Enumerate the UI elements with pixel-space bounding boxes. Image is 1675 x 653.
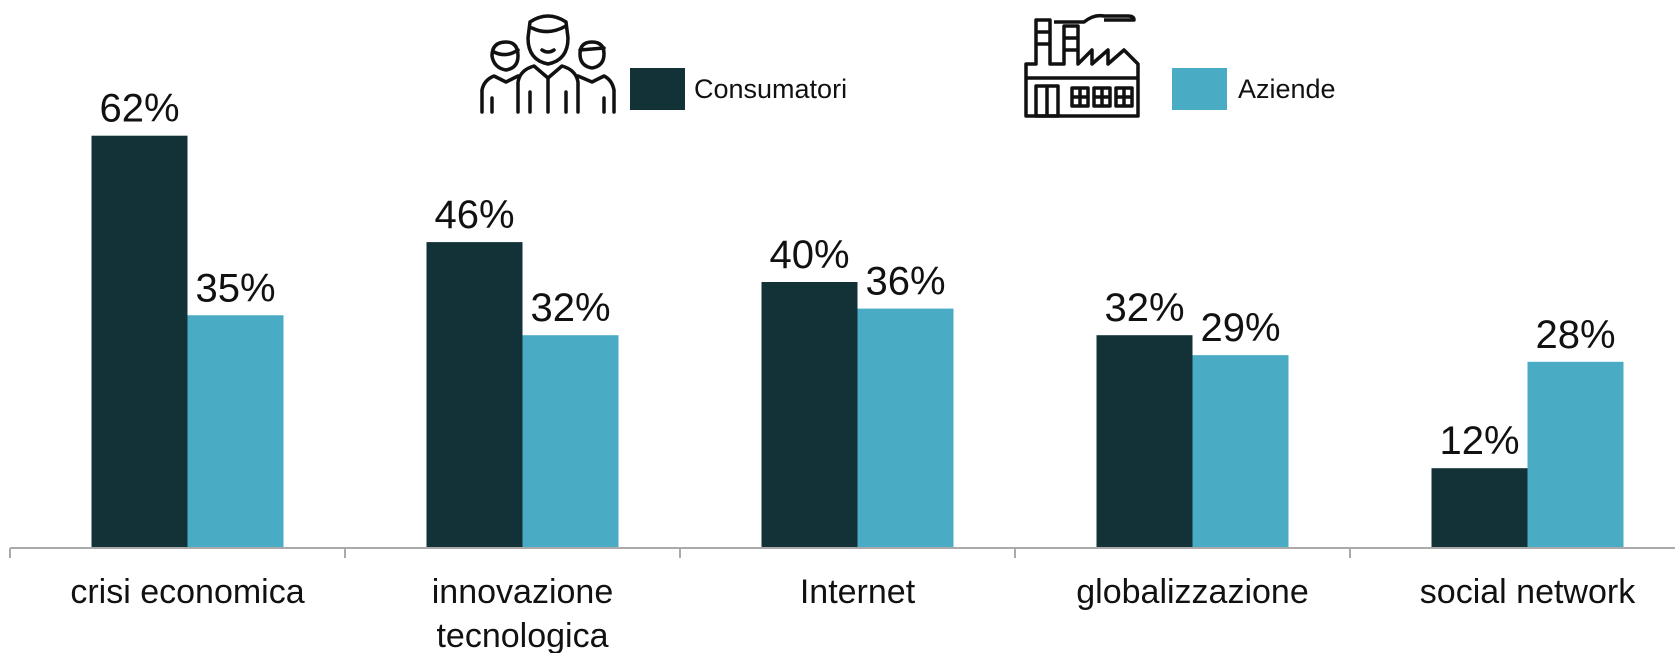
bar-aziende-0 [187, 315, 284, 548]
bar-aziende-2 [857, 308, 954, 548]
bar-consumatori-3 [1096, 335, 1193, 548]
category-label-1-line1: tecnologica [436, 617, 608, 653]
category-label-3: globalizzazione [1076, 573, 1309, 611]
category-label-0: crisi economica [70, 573, 304, 611]
data-label-consumatori-3: 32% [1104, 286, 1184, 330]
factory-icon [1024, 13, 1140, 118]
category-label-4: social network [1420, 573, 1636, 611]
data-label-consumatori-1: 46% [434, 193, 514, 237]
legend-label-consumatori: Consumatori [694, 74, 848, 104]
bar-aziende-4 [1527, 361, 1624, 548]
bar-aziende-1 [522, 335, 619, 548]
bar-aziende-3 [1192, 355, 1289, 548]
data-label-aziende-4: 28% [1535, 313, 1615, 357]
bar-consumatori-1 [426, 242, 523, 548]
data-label-aziende-0: 35% [195, 266, 275, 310]
people-group-icon [480, 14, 616, 114]
legend-swatch-consumatori [630, 68, 685, 110]
data-label-consumatori-0: 62% [99, 87, 179, 131]
data-label-aziende-1: 32% [530, 286, 610, 330]
legend-label-aziende: Aziende [1238, 74, 1336, 104]
data-label-aziende-2: 36% [865, 260, 945, 304]
legend-swatch-aziende [1172, 68, 1227, 110]
bar-consumatori-4 [1431, 468, 1528, 548]
category-label-2: Internet [800, 573, 916, 611]
category-label-1-line0: innovazione [432, 573, 613, 611]
bar-consumatori-2 [761, 282, 858, 548]
bar-consumatori-0 [91, 135, 188, 548]
data-label-consumatori-2: 40% [769, 233, 849, 277]
data-label-aziende-3: 29% [1200, 306, 1280, 350]
data-label-consumatori-4: 12% [1439, 419, 1519, 463]
